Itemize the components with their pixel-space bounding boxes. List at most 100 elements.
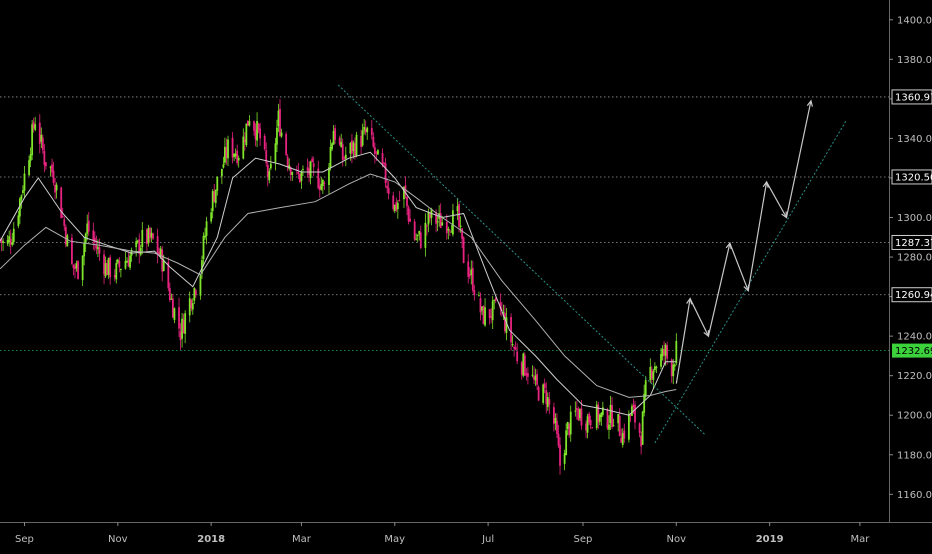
candle-body xyxy=(461,228,463,239)
candle-body xyxy=(502,312,505,314)
candle-body xyxy=(222,164,225,168)
candle-body xyxy=(445,221,448,234)
candle-body xyxy=(179,331,182,341)
candle-body xyxy=(383,162,385,164)
candle-body xyxy=(320,183,323,190)
x-tick-label: Mar xyxy=(850,534,870,545)
candle-body xyxy=(666,345,669,359)
candle-body xyxy=(328,167,330,185)
candle-body xyxy=(641,411,644,445)
candle-body xyxy=(286,156,289,167)
candle-body xyxy=(577,409,580,420)
candle-body xyxy=(139,247,142,255)
candle-body xyxy=(595,404,598,429)
candle-body xyxy=(167,262,170,289)
candle-body xyxy=(233,153,236,157)
price-label-box xyxy=(891,287,932,303)
candle-body xyxy=(145,229,148,244)
candle-body xyxy=(227,139,229,159)
candle-body xyxy=(135,241,138,248)
candle-body xyxy=(158,251,161,256)
candle-body xyxy=(17,215,20,226)
candle-body xyxy=(81,255,84,281)
grid-layer xyxy=(0,96,889,351)
candle-body xyxy=(309,161,312,179)
candle-body xyxy=(488,309,491,318)
candle-body xyxy=(253,121,255,131)
candle-body xyxy=(395,202,398,211)
candle-body xyxy=(381,153,384,165)
y-tick-label: 1220.00 xyxy=(897,371,932,382)
candle-body xyxy=(589,419,592,426)
candle-body xyxy=(510,317,512,343)
candle-body xyxy=(234,153,237,157)
y-tick-label: 1160.00 xyxy=(897,490,932,501)
candle-body xyxy=(559,444,561,466)
candle-body xyxy=(147,228,150,244)
candle-body xyxy=(531,374,534,376)
price-label-text: 1320.50 xyxy=(895,172,932,183)
candle-body xyxy=(72,264,75,268)
candle-body xyxy=(513,346,516,349)
candle-body xyxy=(182,319,185,334)
candle-body xyxy=(649,367,652,381)
candle-body xyxy=(224,146,226,163)
candle-body xyxy=(620,437,623,443)
candle-body xyxy=(653,366,656,371)
candle-body xyxy=(119,268,122,271)
candle-body xyxy=(360,135,363,147)
ma-slow xyxy=(0,173,677,398)
candle-body xyxy=(246,120,249,126)
candle-body xyxy=(156,236,159,255)
candle-body xyxy=(556,420,558,434)
candle-body xyxy=(623,430,626,439)
candle-body xyxy=(644,380,647,397)
candle-body xyxy=(63,219,66,226)
candle-body xyxy=(205,221,208,236)
price-label-text: 1360.97 xyxy=(895,92,932,103)
candle-body xyxy=(392,195,395,209)
candle-body xyxy=(201,260,203,274)
candle-body xyxy=(6,239,9,244)
candle-body xyxy=(299,173,301,182)
candle-body xyxy=(468,274,471,277)
candle-body xyxy=(377,150,379,155)
candle-body xyxy=(611,405,613,428)
moving-average-layer xyxy=(0,151,677,416)
candle-body xyxy=(32,122,35,129)
candle-body xyxy=(213,191,216,202)
candle-body xyxy=(546,397,549,408)
candle-body xyxy=(418,231,421,235)
candle-body xyxy=(257,123,260,131)
candle-body xyxy=(452,210,454,235)
candle-body xyxy=(51,164,53,173)
candle-body xyxy=(2,241,4,244)
candle-body xyxy=(118,261,121,268)
price-label-text: 1287.37 xyxy=(895,238,932,249)
candle-body xyxy=(545,390,548,405)
candle-body xyxy=(265,150,268,164)
candle-body xyxy=(106,262,109,276)
candle-body xyxy=(285,134,288,155)
candle-body xyxy=(152,233,154,239)
candle-body xyxy=(11,242,14,245)
candle-body xyxy=(447,228,450,231)
candle-body xyxy=(317,168,320,189)
candle-body xyxy=(494,298,497,301)
price-label-box xyxy=(891,234,932,250)
candle-body xyxy=(210,212,213,222)
candle-body xyxy=(93,237,96,243)
candle-body xyxy=(329,147,332,168)
candle-body xyxy=(413,221,416,240)
candle-body xyxy=(23,173,26,191)
x-tick-label: Nov xyxy=(108,534,128,545)
candle-body xyxy=(493,299,496,302)
candle-body xyxy=(245,123,248,146)
candle-body xyxy=(409,218,411,222)
candle-body xyxy=(194,290,197,295)
candle-body xyxy=(597,404,600,423)
candle-body xyxy=(84,233,87,244)
price-label-box xyxy=(891,89,932,105)
candle-body xyxy=(373,147,376,155)
